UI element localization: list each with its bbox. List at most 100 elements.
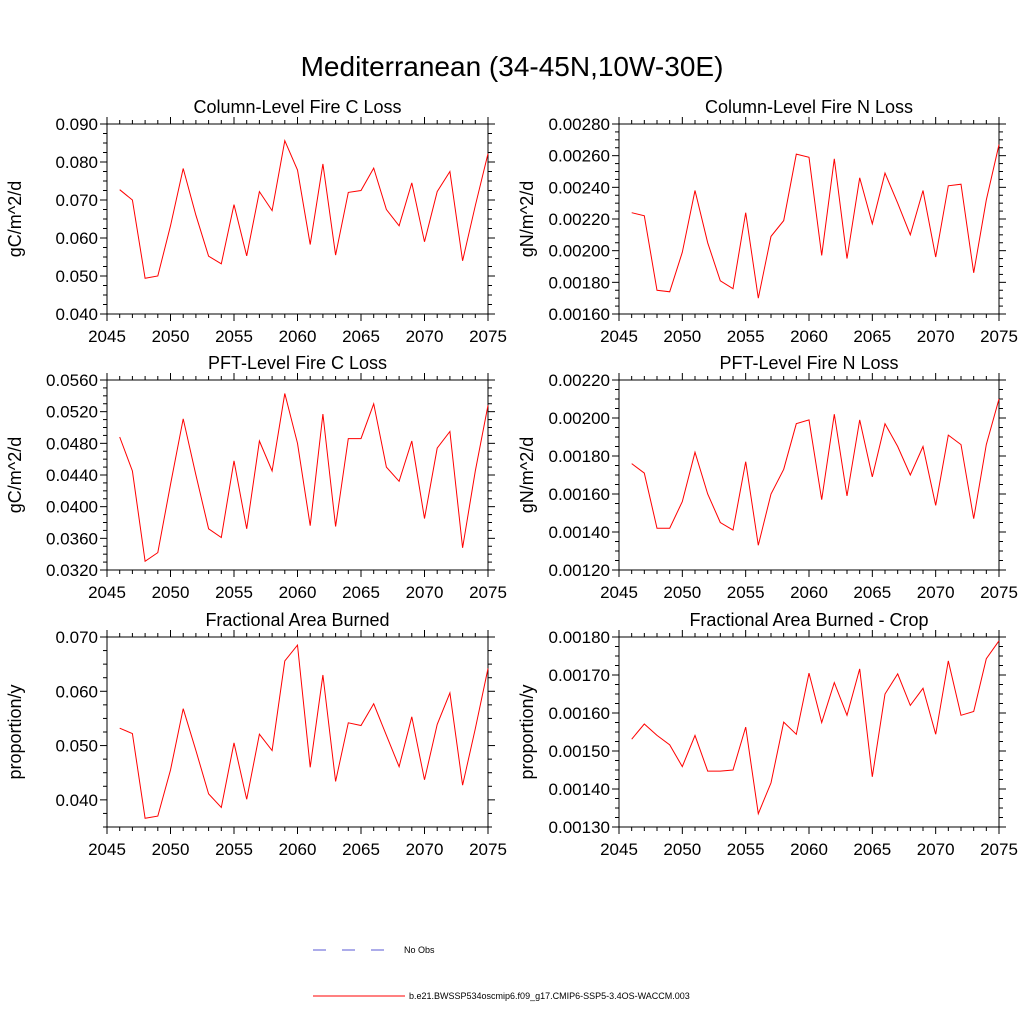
plot-frame (618, 379, 1000, 571)
x-tick-label: 2050 (663, 583, 701, 602)
x-tick-label: 2075 (469, 840, 507, 859)
x-tick-label: 2050 (663, 327, 701, 346)
x-tick-label: 2070 (917, 583, 955, 602)
x-tick-label: 2060 (790, 840, 828, 859)
y-tick-label: 0.00180 (549, 273, 610, 292)
y-tick-label: 0.060 (55, 682, 98, 701)
x-tick-label: 2070 (406, 583, 444, 602)
x-tick-label: 2055 (727, 583, 765, 602)
x-tick-label: 2045 (88, 583, 126, 602)
y-tick-label: 0.00120 (549, 561, 610, 580)
y-tick-label: 0.00180 (549, 447, 610, 466)
panel-5: 2045 2050 2055 2060 2065 2070 2075 0.040 0.050 0.… (5, 610, 507, 859)
x-tick-label: 2070 (917, 327, 955, 346)
y-tick-label: 0.0480 (46, 434, 98, 453)
y-tick-label: 0.0560 (46, 371, 98, 390)
y-tick-label: 0.00280 (549, 115, 610, 134)
series-line (119, 393, 489, 563)
x-tick-label: 2045 (600, 583, 638, 602)
y-tick-label: 0.050 (55, 267, 98, 286)
y-tick-label: 0.00200 (549, 409, 610, 428)
x-tick-label: 2075 (980, 327, 1018, 346)
x-tick-label: 2050 (152, 327, 190, 346)
y-tick-label: 0.00160 (549, 704, 610, 723)
x-tick-label: 2075 (469, 327, 507, 346)
y-tick-label: 0.0360 (46, 529, 98, 548)
panel-title: PFT-Level Fire N Loss (719, 353, 898, 373)
x-tick-label: 2060 (279, 583, 317, 602)
x-tick-label: 2075 (469, 583, 507, 602)
x-tick-label: 2070 (406, 840, 444, 859)
x-tick-label: 2045 (88, 327, 126, 346)
plot-frame (106, 636, 489, 828)
x-tick-label: 2065 (342, 840, 380, 859)
x-tick-label: 2065 (342, 327, 380, 346)
panel-title: Column-Level Fire N Loss (705, 97, 913, 117)
x-tick-label: 2060 (790, 583, 828, 602)
plot-frame (106, 379, 489, 571)
y-tick-label: 0.00160 (549, 485, 610, 504)
x-tick-label: 2055 (215, 327, 253, 346)
panel-title: Fractional Area Burned - Crop (689, 610, 928, 630)
y-tick-label: 0.040 (55, 305, 98, 324)
x-tick-label: 2070 (917, 840, 955, 859)
x-tick-label: 2050 (663, 840, 701, 859)
legend: No Obs b.e21.BWSSP534oscmip6.f09_g17.CMI… (313, 945, 690, 1001)
panel-title: Fractional Area Burned (205, 610, 389, 630)
x-tick-label: 2045 (600, 327, 638, 346)
y-axis-label: gN/m^2/d (517, 437, 537, 513)
x-tick-label: 2050 (152, 583, 190, 602)
y-tick-label: 0.00160 (549, 305, 610, 324)
series-line (631, 398, 1000, 546)
y-tick-label: 0.050 (55, 737, 98, 756)
x-tick-label: 2075 (980, 840, 1018, 859)
panels: 2045 2050 2055 2060 2065 2070 2075 0.040 0.050 0.… (5, 97, 1018, 859)
x-tick-label: 2055 (727, 840, 765, 859)
y-axis-label: gN/m^2/d (517, 181, 537, 257)
x-tick-label: 2055 (727, 327, 765, 346)
x-tick-label: 2055 (215, 583, 253, 602)
plot-frame (106, 123, 489, 315)
series-line (631, 144, 1000, 299)
y-tick-label: 0.00130 (549, 818, 610, 837)
y-tick-label: 0.00140 (549, 780, 610, 799)
x-tick-label: 2060 (279, 327, 317, 346)
x-tick-label: 2045 (600, 840, 638, 859)
y-tick-label: 0.00170 (549, 666, 610, 685)
figure-title: Mediterranean (34-45N,10W-30E) (301, 51, 724, 82)
x-tick-label: 2070 (406, 327, 444, 346)
panel-3: 2045 2050 2055 2060 2065 2070 2075 0.0320 0.0360… (5, 353, 507, 602)
y-tick-label: 0.0440 (46, 466, 98, 485)
x-tick-label: 2065 (853, 583, 891, 602)
y-axis-label: gC/m^2/d (5, 437, 25, 513)
x-tick-label: 2065 (853, 327, 891, 346)
y-tick-label: 0.00260 (549, 147, 610, 166)
x-tick-label: 2060 (279, 840, 317, 859)
legend-label-model: b.e21.BWSSP534oscmip6.f09_g17.CMIP6-SSP5… (409, 991, 690, 1001)
y-tick-label: 0.00200 (549, 242, 610, 261)
y-tick-label: 0.00240 (549, 178, 610, 197)
plot-frame (618, 636, 1000, 828)
y-tick-label: 0.00150 (549, 742, 610, 761)
x-tick-label: 2065 (853, 840, 891, 859)
y-tick-label: 0.070 (55, 191, 98, 210)
y-tick-label: 0.080 (55, 153, 98, 172)
series-line (631, 640, 1000, 816)
x-tick-label: 2065 (342, 583, 380, 602)
y-axis-label: proportion/y (5, 684, 25, 779)
x-tick-label: 2055 (215, 840, 253, 859)
y-tick-label: 0.040 (55, 791, 98, 810)
y-tick-label: 0.0400 (46, 498, 98, 517)
legend-label-obs: No Obs (404, 945, 435, 955)
panel-2: 2045 2050 2055 2060 2065 2070 2075 0.00160 0.001… (517, 97, 1018, 346)
panel-1: 2045 2050 2055 2060 2065 2070 2075 0.040 0.050 0.… (5, 97, 507, 346)
panel-title: Column-Level Fire C Loss (193, 97, 401, 117)
y-tick-label: 0.0520 (46, 403, 98, 422)
y-axis-label: gC/m^2/d (5, 181, 25, 257)
y-tick-label: 0.00140 (549, 523, 610, 542)
y-tick-label: 0.070 (55, 628, 98, 647)
x-tick-label: 2045 (88, 840, 126, 859)
y-tick-label: 0.00180 (549, 628, 610, 647)
y-tick-label: 0.00220 (549, 371, 610, 390)
